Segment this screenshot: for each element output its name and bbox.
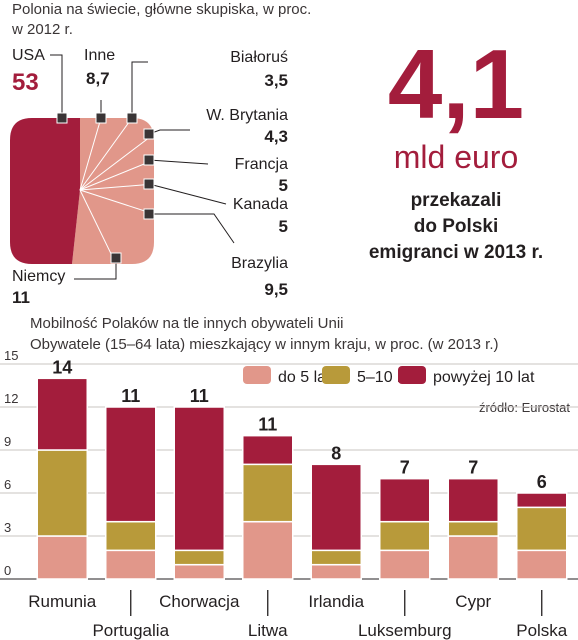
bar-segment-luksemburg-1 <box>379 520 431 552</box>
y-tick-label: 6 <box>4 477 11 492</box>
legend: do 5 lat 5–10 lat powyżej 10 lat <box>243 366 535 386</box>
bar-plot: 14 Rumunia 11 Portugalia 11 Chorwacja 11 Litwa 8… <box>28 357 568 640</box>
headline-number: 4,1 <box>388 29 524 139</box>
legend-swatch-short <box>243 366 271 384</box>
headline-line-2: do Polski <box>414 216 498 237</box>
bar-total-label: 7 <box>400 458 410 478</box>
label-usa: USA <box>12 47 45 64</box>
label-brazylia: Brazylia <box>231 255 288 272</box>
bar-segment-portugalia-1 <box>105 520 157 552</box>
headline-line-3: emigranci w 2013 r. <box>369 242 543 263</box>
bar-segment-portugalia-0 <box>105 549 157 580</box>
legend-swatch-long <box>398 366 426 384</box>
value-kanada: 5 <box>279 217 288 236</box>
label-bialorus: Białoruś <box>230 49 288 66</box>
category-label: Irlandia <box>308 592 364 611</box>
bar-total-label: 8 <box>331 443 341 463</box>
y-tick-label: 12 <box>4 391 18 406</box>
bar-segment-chorwacja-1 <box>173 549 225 566</box>
bar-segment-cypr-0 <box>447 535 499 580</box>
legend-swatch-medium <box>322 366 350 384</box>
value-francja: 5 <box>279 176 288 195</box>
bar-segment-polska-1 <box>516 506 568 552</box>
bar-segment-cypr-1 <box>447 520 499 537</box>
bar-total-label: 6 <box>537 472 547 492</box>
bar-segment-irlandia-0 <box>310 563 362 580</box>
value-niemcy: 11 <box>12 288 30 307</box>
bar-segment-portugalia-2 <box>105 406 157 523</box>
category-label: Polska <box>516 621 568 640</box>
bar-segment-litwa-2 <box>242 434 294 466</box>
bar-segment-litwa-0 <box>242 520 294 580</box>
category-label: Portugalia <box>92 621 169 640</box>
bar-segment-chorwacja-2 <box>173 406 225 552</box>
value-bialorus: 3,5 <box>264 71 288 90</box>
legend-label-long: powyżej 10 lat <box>433 369 535 386</box>
headline-unit: mld euro <box>394 139 519 175</box>
pie-divider-2 <box>79 133 155 191</box>
value-w-brytania: 4,3 <box>264 127 288 146</box>
bar-segment-luksemburg-2 <box>379 477 431 523</box>
bar-segment-rumunia-2 <box>36 377 88 451</box>
bar-total-label: 14 <box>52 357 72 377</box>
pie-slice-dividers <box>79 117 155 265</box>
bar-total-label: 7 <box>468 458 478 478</box>
value-brazylia: 9,5 <box>264 280 288 299</box>
bar-title: Mobilność Polaków na tle innych obywatel… <box>30 315 344 332</box>
bar-segment-polska-0 <box>516 549 568 580</box>
label-francja: Francja <box>235 156 288 173</box>
bar-segment-irlandia-2 <box>310 463 362 552</box>
pie-markers <box>56 112 155 264</box>
pie-divider-4 <box>79 183 155 191</box>
bar-total-label: 11 <box>258 415 277 435</box>
label-inne: Inne <box>84 47 115 64</box>
y-tick-label: 0 <box>4 563 11 578</box>
pie-divider-3 <box>79 159 155 191</box>
bar-segment-irlandia-1 <box>310 549 362 566</box>
bar-segment-luksemburg-0 <box>379 549 431 580</box>
label-niemcy: Niemcy <box>12 268 65 285</box>
headline-line-1: przekazali <box>411 190 502 211</box>
bar-segment-cypr-2 <box>447 477 499 523</box>
category-label: Chorwacja <box>159 592 240 611</box>
bar-segment-chorwacja-0 <box>173 563 225 580</box>
legend-label-short: do 5 lat <box>278 369 331 386</box>
category-label: Luksemburg <box>358 621 452 640</box>
label-kanada: Kanada <box>233 196 288 213</box>
label-w-brytania: W. Brytania <box>206 107 288 124</box>
value-inne: 8,7 <box>86 69 110 88</box>
pie-chart <box>10 117 155 265</box>
y-tick-label: 9 <box>4 434 11 449</box>
pie-divider-1 <box>79 117 133 191</box>
bar-segment-rumunia-0 <box>36 535 88 580</box>
y-tick-label: 15 <box>4 348 18 363</box>
pie-divider-5 <box>79 189 155 215</box>
pie-divider-0 <box>79 117 102 191</box>
pie-title-year: w 2012 r. <box>11 21 73 38</box>
bar-subtitle: Obywatele (15–64 lata) mieszkający w inn… <box>30 336 499 353</box>
pie-slice-light <box>72 118 154 264</box>
category-label: Rumunia <box>28 592 97 611</box>
pie-slice-usa <box>10 118 80 264</box>
pie-title: Polonia na świecie, główne skupiska, w p… <box>12 1 311 18</box>
pie-divider-6 <box>79 189 117 265</box>
category-label: Cypr <box>455 592 491 611</box>
bar-total-label: 11 <box>121 386 140 406</box>
bar-segment-rumunia-1 <box>36 449 88 537</box>
category-label: Litwa <box>248 621 288 640</box>
bar-segment-litwa-1 <box>242 463 294 523</box>
bar-total-label: 11 <box>190 386 209 406</box>
y-tick-label: 3 <box>4 520 11 535</box>
value-usa: 53 <box>12 69 39 96</box>
bar-segment-polska-2 <box>516 492 568 509</box>
